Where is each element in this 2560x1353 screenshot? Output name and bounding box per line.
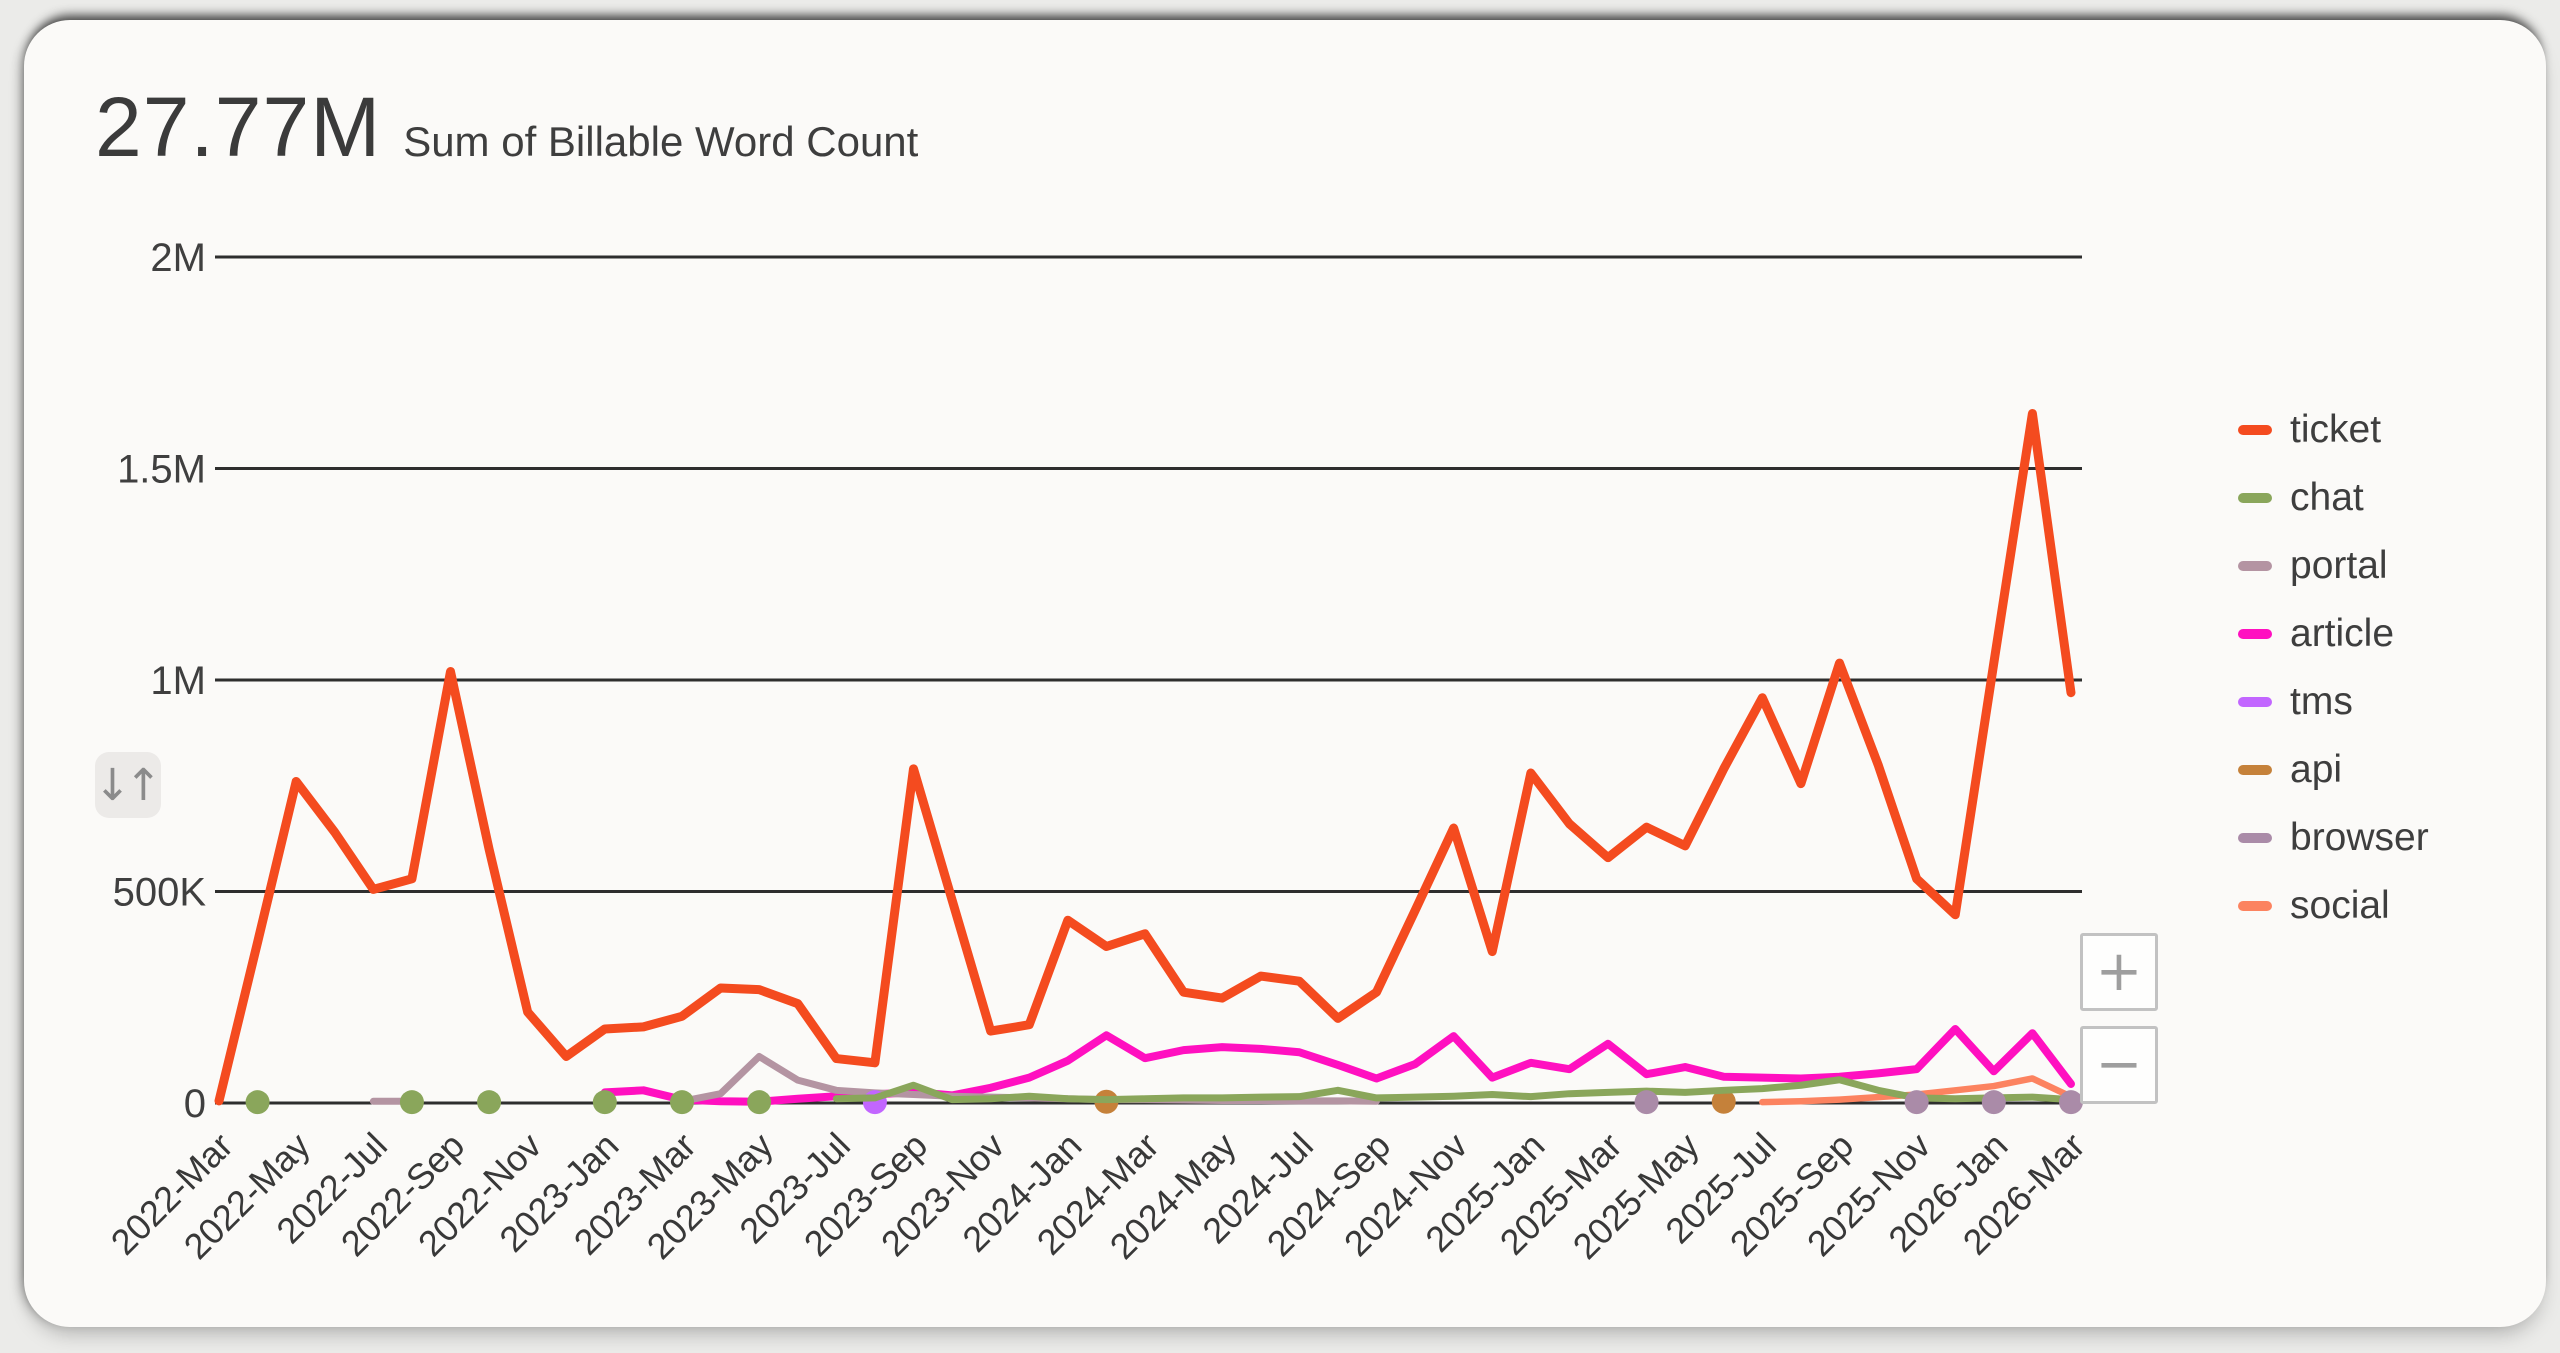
legend-label: chat [2290, 476, 2364, 519]
legend-swatch-portal [2238, 561, 2272, 571]
legend-swatch-social [2238, 901, 2272, 911]
legend-swatch-browser [2238, 833, 2272, 843]
legend-item-portal[interactable]: portal [2238, 532, 2429, 600]
zoom-in-button[interactable]: + [2080, 933, 2158, 1011]
legend-label: browser [2290, 816, 2429, 859]
legend-label: article [2290, 612, 2395, 655]
chart-title: Sum of Billable Word Count [403, 118, 919, 165]
legend-label: social [2290, 884, 2390, 927]
legend-swatch-ticket [2238, 425, 2272, 435]
chart-header: 27.77M Sum of Billable Word Count [95, 85, 918, 169]
legend-label: api [2290, 748, 2343, 791]
legend-swatch-api [2238, 765, 2272, 775]
legend-label: portal [2290, 544, 2388, 587]
legend-item-chat[interactable]: chat [2238, 464, 2429, 532]
legend-item-tms[interactable]: tms [2238, 668, 2429, 736]
legend-item-api[interactable]: api [2238, 736, 2429, 804]
legend-label: tms [2290, 680, 2353, 723]
sort-toggle-button[interactable]: ↓↑ [94, 752, 162, 818]
legend-item-ticket[interactable]: ticket [2238, 396, 2429, 464]
zoom-out-button[interactable]: − [2080, 1026, 2158, 1104]
legend-label: ticket [2290, 408, 2382, 451]
legend-item-article[interactable]: article [2238, 600, 2429, 668]
legend: ticket chat portal article tms api browser soci… [2238, 396, 2429, 940]
legend-item-browser[interactable]: browser [2238, 804, 2429, 872]
legend-swatch-tms [2238, 697, 2272, 707]
total-value: 27.77M [95, 80, 382, 174]
chart-card [24, 20, 2546, 1327]
legend-swatch-chat [2238, 493, 2272, 503]
legend-swatch-article [2238, 629, 2272, 639]
legend-item-social[interactable]: social [2238, 872, 2429, 940]
